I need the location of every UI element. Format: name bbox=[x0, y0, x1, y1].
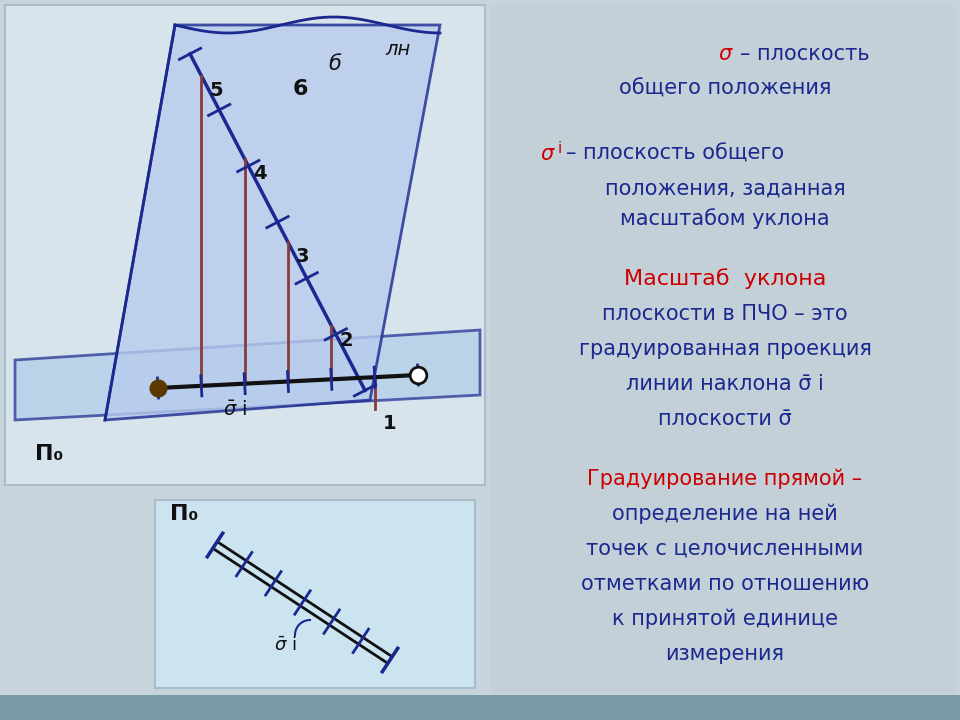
Text: – плоскость общего: – плоскость общего bbox=[566, 144, 784, 164]
Text: 3: 3 bbox=[296, 247, 309, 266]
Text: определение на ней: определение на ней bbox=[612, 503, 838, 524]
Text: лн: лн bbox=[385, 40, 410, 59]
Text: к принятой единице: к принятой единице bbox=[612, 608, 838, 629]
Text: масштабом уклона: масштабом уклона bbox=[620, 208, 829, 229]
FancyBboxPatch shape bbox=[5, 5, 485, 485]
Text: 5: 5 bbox=[209, 81, 223, 99]
Text: П₀: П₀ bbox=[170, 504, 199, 524]
Text: – плоскость: – плоскость bbox=[740, 44, 870, 64]
Text: Градуирование прямой –: Градуирование прямой – bbox=[588, 469, 863, 489]
Text: плоскости σ̄: плоскости σ̄ bbox=[659, 409, 792, 429]
Text: линии наклона σ̄ i: линии наклона σ̄ i bbox=[626, 374, 824, 394]
Text: П₀: П₀ bbox=[35, 444, 63, 464]
Text: б: б bbox=[328, 54, 342, 74]
Text: градуированная проекция: градуированная проекция bbox=[579, 339, 872, 359]
Text: положения, заданная: положения, заданная bbox=[605, 179, 846, 199]
Text: σ: σ bbox=[540, 144, 553, 164]
Text: 2: 2 bbox=[339, 330, 353, 350]
Polygon shape bbox=[105, 25, 440, 420]
Text: плоскости в ПЧО – это: плоскости в ПЧО – это bbox=[602, 304, 848, 324]
Text: измерения: измерения bbox=[665, 644, 784, 664]
Text: отметками по отношению: отметками по отношению bbox=[581, 574, 869, 594]
Text: Масштаб  уклона: Масштаб уклона bbox=[624, 268, 827, 289]
FancyBboxPatch shape bbox=[155, 500, 475, 688]
Text: i: i bbox=[558, 141, 563, 156]
Text: $\bar{\sigma}$ i: $\bar{\sigma}$ i bbox=[223, 400, 247, 419]
Text: σ: σ bbox=[718, 44, 732, 64]
Text: $\bar{\sigma}$ i: $\bar{\sigma}$ i bbox=[274, 636, 297, 654]
Text: точек с целочисленными: точек с целочисленными bbox=[587, 539, 864, 559]
Text: общего положения: общего положения bbox=[619, 79, 831, 99]
Bar bbox=[490, 5, 955, 693]
Text: 1: 1 bbox=[383, 414, 396, 433]
Text: 4: 4 bbox=[252, 164, 266, 183]
Polygon shape bbox=[15, 330, 480, 420]
Bar bbox=[0, 695, 960, 720]
Text: 6: 6 bbox=[292, 79, 308, 99]
